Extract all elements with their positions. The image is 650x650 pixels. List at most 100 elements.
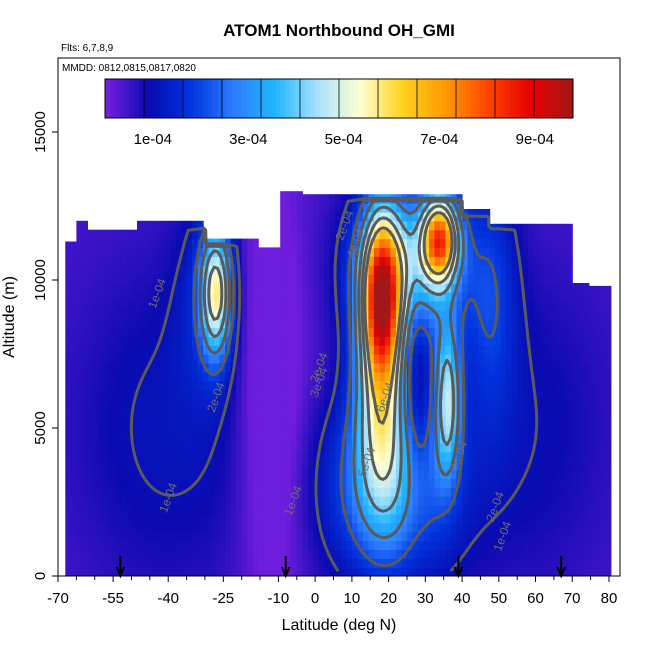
heatmap-cell xyxy=(87,309,94,320)
heatmap-cell xyxy=(506,223,513,231)
heatmap-cell xyxy=(324,433,331,444)
heatmap-cell xyxy=(81,505,88,515)
heatmap-cell xyxy=(533,229,540,240)
heatmap-cell xyxy=(92,496,99,506)
heatmap-cell xyxy=(236,478,243,488)
heatmap-cell xyxy=(544,567,551,576)
heatmap-cell xyxy=(335,407,342,417)
heatmap-cell xyxy=(566,238,573,249)
heatmap-cell xyxy=(318,487,325,497)
heatmap-cell xyxy=(203,513,210,524)
heatmap-cell xyxy=(170,442,177,453)
heatmap-cell xyxy=(429,505,436,515)
heatmap-cell xyxy=(263,513,270,524)
heatmap-cell xyxy=(181,354,188,364)
heatmap-cell xyxy=(70,442,77,453)
heatmap-cell xyxy=(137,558,144,568)
heatmap-cell xyxy=(274,531,281,542)
heatmap-cell xyxy=(258,371,265,382)
heatmap-cell xyxy=(175,380,182,391)
heatmap-cell xyxy=(346,567,353,576)
heatmap-cell xyxy=(605,522,612,533)
heatmap-cell xyxy=(550,291,557,302)
heatmap-cell xyxy=(318,469,325,479)
heatmap-cell xyxy=(390,345,397,355)
heatmap-cell xyxy=(302,371,309,382)
heatmap-cell xyxy=(114,451,121,462)
heatmap-cell xyxy=(175,469,182,479)
heatmap-cell xyxy=(533,442,540,453)
heatmap-cell xyxy=(302,531,309,542)
heatmap-cell xyxy=(236,558,243,568)
colorbar-swatch xyxy=(251,79,257,118)
heatmap-cell xyxy=(506,300,513,311)
colorbar-swatch xyxy=(300,79,306,118)
heatmap-cell xyxy=(418,425,425,435)
heatmap-cell xyxy=(192,389,199,399)
heatmap-cell xyxy=(478,460,485,471)
heatmap-cell xyxy=(81,371,88,382)
heatmap-cell xyxy=(81,300,88,311)
heatmap-cell xyxy=(511,283,518,293)
heatmap-cell xyxy=(390,567,397,576)
heatmap-cell xyxy=(467,309,474,320)
heatmap-cell xyxy=(263,540,270,550)
heatmap-cell xyxy=(517,549,524,559)
heatmap-cell xyxy=(148,478,155,488)
heatmap-cell xyxy=(522,416,529,426)
heatmap-cell xyxy=(566,425,573,435)
heatmap-cell xyxy=(517,345,524,355)
heatmap-cell xyxy=(335,203,342,213)
heatmap-cell xyxy=(489,522,496,533)
heatmap-cell xyxy=(566,433,573,444)
heatmap-cell xyxy=(423,442,430,453)
heatmap-cell xyxy=(296,460,303,471)
heatmap-cell xyxy=(484,229,491,240)
heatmap-cell xyxy=(318,309,325,320)
heatmap-cell xyxy=(92,398,99,408)
heatmap-cell xyxy=(291,487,298,497)
heatmap-cell xyxy=(76,442,83,453)
heatmap-cell xyxy=(241,531,248,542)
heatmap-cell xyxy=(384,522,391,533)
heatmap-cell xyxy=(324,194,331,204)
heatmap-cell xyxy=(258,425,265,435)
heatmap-cell xyxy=(263,505,270,515)
heatmap-cell xyxy=(142,362,149,373)
heatmap-cell xyxy=(92,354,99,364)
colorbar-swatch xyxy=(456,79,462,118)
heatmap-cell xyxy=(434,531,441,542)
heatmap-cell xyxy=(467,451,474,462)
heatmap-cell xyxy=(285,274,292,284)
heatmap-cell xyxy=(120,389,127,399)
heatmap-cell xyxy=(208,416,215,426)
heatmap-cell xyxy=(440,487,447,497)
heatmap-cell xyxy=(159,416,166,426)
heatmap-cell xyxy=(467,238,474,249)
heatmap-cell xyxy=(588,451,595,462)
heatmap-cell xyxy=(318,549,325,559)
heatmap-cell xyxy=(142,220,149,231)
heatmap-cell xyxy=(307,354,314,364)
heatmap-cell xyxy=(528,389,535,399)
heatmap-cell xyxy=(225,425,232,435)
heatmap-cell xyxy=(164,220,171,231)
heatmap-cell xyxy=(462,478,469,488)
heatmap-cell xyxy=(197,531,204,542)
heatmap-cell xyxy=(456,531,463,542)
heatmap-cell xyxy=(583,531,590,542)
heatmap-cell xyxy=(175,327,182,337)
heatmap-cell xyxy=(407,522,414,533)
heatmap-cell xyxy=(544,469,551,479)
heatmap-cell xyxy=(214,256,221,266)
heatmap-cell xyxy=(318,362,325,373)
heatmap-cell xyxy=(401,345,408,355)
heatmap-cell xyxy=(467,345,474,355)
heatmap-cell xyxy=(395,291,402,302)
heatmap-cell xyxy=(379,309,386,320)
heatmap-cell xyxy=(225,558,232,568)
heatmap-cell xyxy=(384,336,391,346)
heatmap-cell xyxy=(495,345,502,355)
colorbar-swatch xyxy=(553,79,559,118)
colorbar-swatch xyxy=(285,79,291,118)
